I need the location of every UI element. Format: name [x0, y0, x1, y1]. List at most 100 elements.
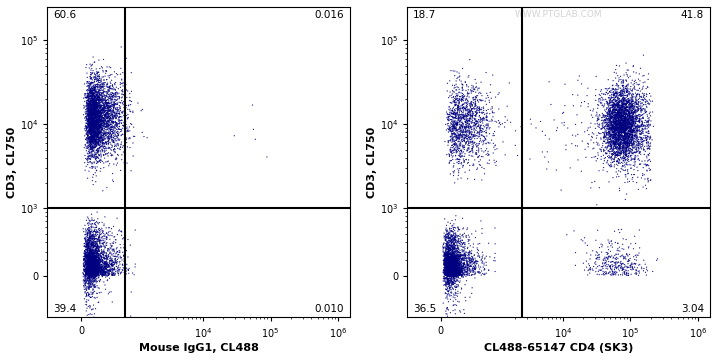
Point	[442, 263, 453, 269]
Point	[92, 266, 103, 272]
Point	[460, 267, 472, 273]
Point	[104, 131, 115, 137]
Point	[626, 150, 637, 156]
Point	[457, 138, 469, 143]
Point	[113, 111, 125, 116]
Point	[86, 237, 98, 242]
Point	[101, 64, 113, 70]
Point	[440, 253, 452, 259]
Point	[80, 261, 91, 267]
Point	[450, 124, 461, 130]
Point	[442, 258, 454, 264]
Point	[636, 108, 647, 114]
Point	[441, 270, 452, 276]
Point	[618, 98, 630, 104]
Point	[85, 238, 97, 244]
Point	[85, 258, 96, 264]
Point	[440, 238, 452, 244]
Point	[88, 257, 100, 263]
Point	[454, 267, 465, 273]
Point	[87, 266, 99, 272]
Point	[92, 249, 103, 255]
Point	[118, 120, 130, 126]
Point	[85, 145, 96, 150]
Point	[82, 293, 94, 298]
Point	[452, 269, 463, 275]
Point	[90, 93, 102, 99]
Point	[614, 244, 625, 250]
Point	[462, 98, 473, 103]
Point	[445, 278, 456, 283]
Point	[100, 271, 111, 277]
Point	[87, 182, 99, 188]
Point	[101, 120, 113, 126]
Point	[80, 290, 92, 296]
Point	[603, 120, 614, 125]
Point	[85, 265, 97, 271]
Point	[85, 321, 96, 327]
Point	[108, 139, 119, 144]
Point	[449, 256, 460, 262]
Point	[614, 125, 626, 130]
Point	[89, 133, 100, 139]
Point	[462, 267, 474, 273]
Point	[609, 137, 620, 143]
Point	[85, 106, 97, 112]
Point	[124, 98, 136, 104]
Point	[90, 263, 101, 269]
Point	[445, 271, 457, 277]
Point	[471, 143, 483, 148]
Point	[89, 261, 100, 267]
Point	[88, 233, 100, 239]
Point	[611, 138, 622, 144]
Point	[87, 87, 98, 93]
Point	[87, 264, 99, 270]
Point	[94, 124, 105, 130]
Point	[101, 272, 113, 278]
Point	[633, 148, 645, 154]
Point	[447, 281, 459, 287]
Point	[85, 93, 96, 99]
Point	[613, 168, 625, 174]
Point	[625, 136, 637, 142]
Point	[450, 250, 461, 256]
Point	[642, 144, 654, 150]
Point	[104, 104, 115, 110]
Point	[85, 140, 96, 146]
Point	[83, 98, 95, 104]
Point	[632, 122, 643, 128]
Point	[630, 131, 642, 137]
Point	[441, 260, 452, 265]
Point	[121, 160, 133, 166]
Point	[87, 113, 98, 119]
Point	[85, 126, 97, 132]
Point	[452, 258, 464, 264]
Point	[94, 121, 105, 127]
Point	[470, 257, 481, 263]
Point	[449, 134, 460, 140]
Point	[89, 236, 100, 242]
Point	[626, 110, 637, 116]
Point	[82, 111, 94, 117]
Point	[619, 118, 630, 124]
Point	[83, 118, 95, 124]
Point	[95, 131, 107, 137]
Point	[89, 99, 100, 105]
Point	[477, 120, 488, 126]
Point	[447, 265, 458, 270]
Point	[607, 262, 618, 267]
Point	[88, 261, 100, 266]
Point	[102, 118, 113, 123]
Point	[115, 129, 126, 134]
Point	[92, 108, 103, 113]
Point	[443, 271, 455, 277]
Point	[612, 111, 623, 117]
Point	[450, 99, 461, 105]
Point	[638, 172, 650, 177]
Point	[122, 106, 133, 112]
Point	[612, 95, 624, 101]
Point	[630, 261, 641, 267]
Point	[490, 258, 501, 264]
Point	[93, 127, 105, 132]
Point	[449, 225, 460, 230]
